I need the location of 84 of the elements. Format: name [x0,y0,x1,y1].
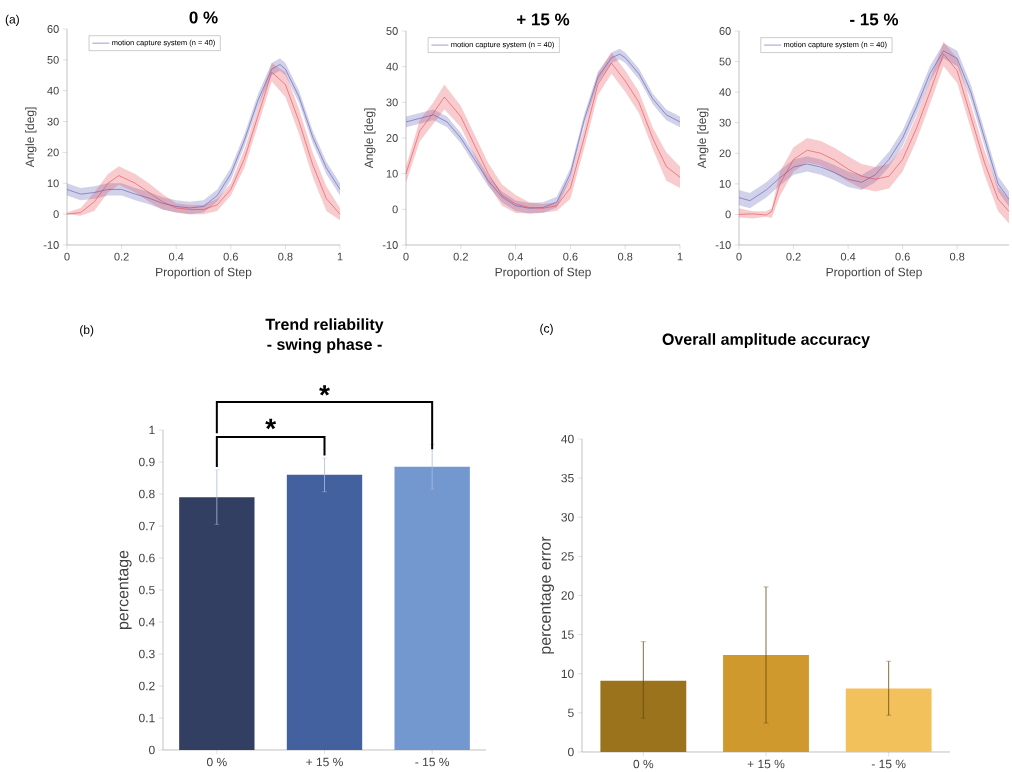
y-tick-label: 60 [47,25,59,34]
y-tick-label: 0 [53,210,59,219]
x-tick-label: 0.4 [508,252,523,261]
y-tick-label: 0.7 [138,521,155,531]
y-tick-label: 30 [561,513,574,522]
x-tick-label: 0.8 [617,252,633,261]
y-tick-label: 40 [561,434,574,444]
x-axis-title: Proportion of Step [495,267,591,279]
x-tick-label: 1 [337,252,343,261]
x-axis-title: Proportion of Step [826,267,922,279]
y-tick-label: 30 [719,119,731,127]
y-axis-title: Angle [deg] [25,107,37,168]
x-tick-label: - 15 % [871,759,906,769]
y-axis-title: percentage error [540,536,554,654]
y-tick-label: 40 [719,88,731,97]
y-tick-label: 40 [47,87,59,95]
y-tick-label: 50 [47,56,59,64]
y-tick-label: 20 [561,591,574,600]
y-tick-label: 50 [719,57,731,66]
text: (c) [540,324,553,336]
y-tick-label: -10 [43,241,59,250]
text: (a) [5,14,19,27]
chart-title: Trend reliability [265,318,384,334]
x-tick-label: + 15 % [747,759,785,769]
x-tick-label: 0.6 [895,252,910,261]
x-tick-label: 0.2 [114,252,129,261]
x-tick-label: 0.2 [786,252,801,261]
x-tick-label: 0 [403,252,409,261]
x-tick-label: 0.8 [949,252,965,261]
y-tick-label: -10 [715,241,731,250]
y-axis-title: Angle [deg] [697,108,709,169]
chart-subtitle: - swing phase - [267,338,382,354]
x-tick-label: 0 [64,252,70,261]
x-tick-label: 0.8 [278,252,293,261]
y-tick-label: 35 [561,474,574,483]
y-tick-label: 10 [47,179,59,188]
y-tick-label: 20 [386,134,398,143]
chart-title: Overall amplitude accuracy [662,333,870,349]
y-tick-label: 0.2 [138,681,155,691]
chart-title: 0 % [189,11,218,24]
x-tick-label: 0.4 [840,252,856,261]
y-tick-label: 50 [386,27,398,36]
y-tick-label: 15 [561,630,574,639]
y-tick-label: 1 [149,426,155,435]
y-tick-label: 40 [386,62,398,71]
x-axis-title: Proportion of Step [156,267,252,279]
chart-title: - 15 % [850,13,899,26]
y-tick-label: 10 [561,669,574,679]
y-tick-label: 0.8 [138,489,155,499]
text: * [319,385,330,396]
y-tick-label: 20 [47,148,59,157]
x-tick-label: 0.6 [223,252,238,261]
y-tick-label: 0 [725,210,731,219]
y-axis-title: percentage [118,550,132,630]
y-tick-label: 60 [719,27,731,36]
text: * [265,418,277,430]
y-tick-label: 0.4 [138,617,155,627]
y-tick-label: 0.9 [138,457,155,467]
y-tick-label: 25 [561,552,574,561]
text: (b) [80,325,94,337]
y-tick-label: 30 [386,98,398,107]
x-tick-label: - 15 % [415,757,450,767]
y-tick-label: 5 [568,708,574,718]
x-tick-label: 1 [677,252,683,261]
x-tick-label: 0 [736,252,742,261]
y-tick-label: 20 [719,149,731,158]
y-tick-label: -10 [382,241,398,250]
y-tick-label: 10 [719,180,731,188]
y-tick-label: 10 [386,169,398,178]
x-tick-label: 0.2 [453,252,468,261]
y-tick-label: 0.5 [138,585,155,595]
x-tick-label: 0.4 [168,252,184,261]
y-tick-label: 0 [149,745,155,755]
y-tick-label: 0 [568,747,574,757]
y-tick-label: 0.6 [138,553,155,563]
x-tick-label: 0 % [633,759,654,769]
y-tick-label: 0.1 [138,713,155,723]
y-axis-title: Angle [deg] [364,108,376,169]
x-tick-label: 0 % [206,757,227,767]
x-tick-label: + 15 % [306,757,343,767]
y-tick-label: 0 [392,205,398,214]
y-tick-label: 30 [47,117,59,126]
y-tick-label: 0.3 [138,649,155,659]
chart-title: + 15 % [517,13,570,26]
